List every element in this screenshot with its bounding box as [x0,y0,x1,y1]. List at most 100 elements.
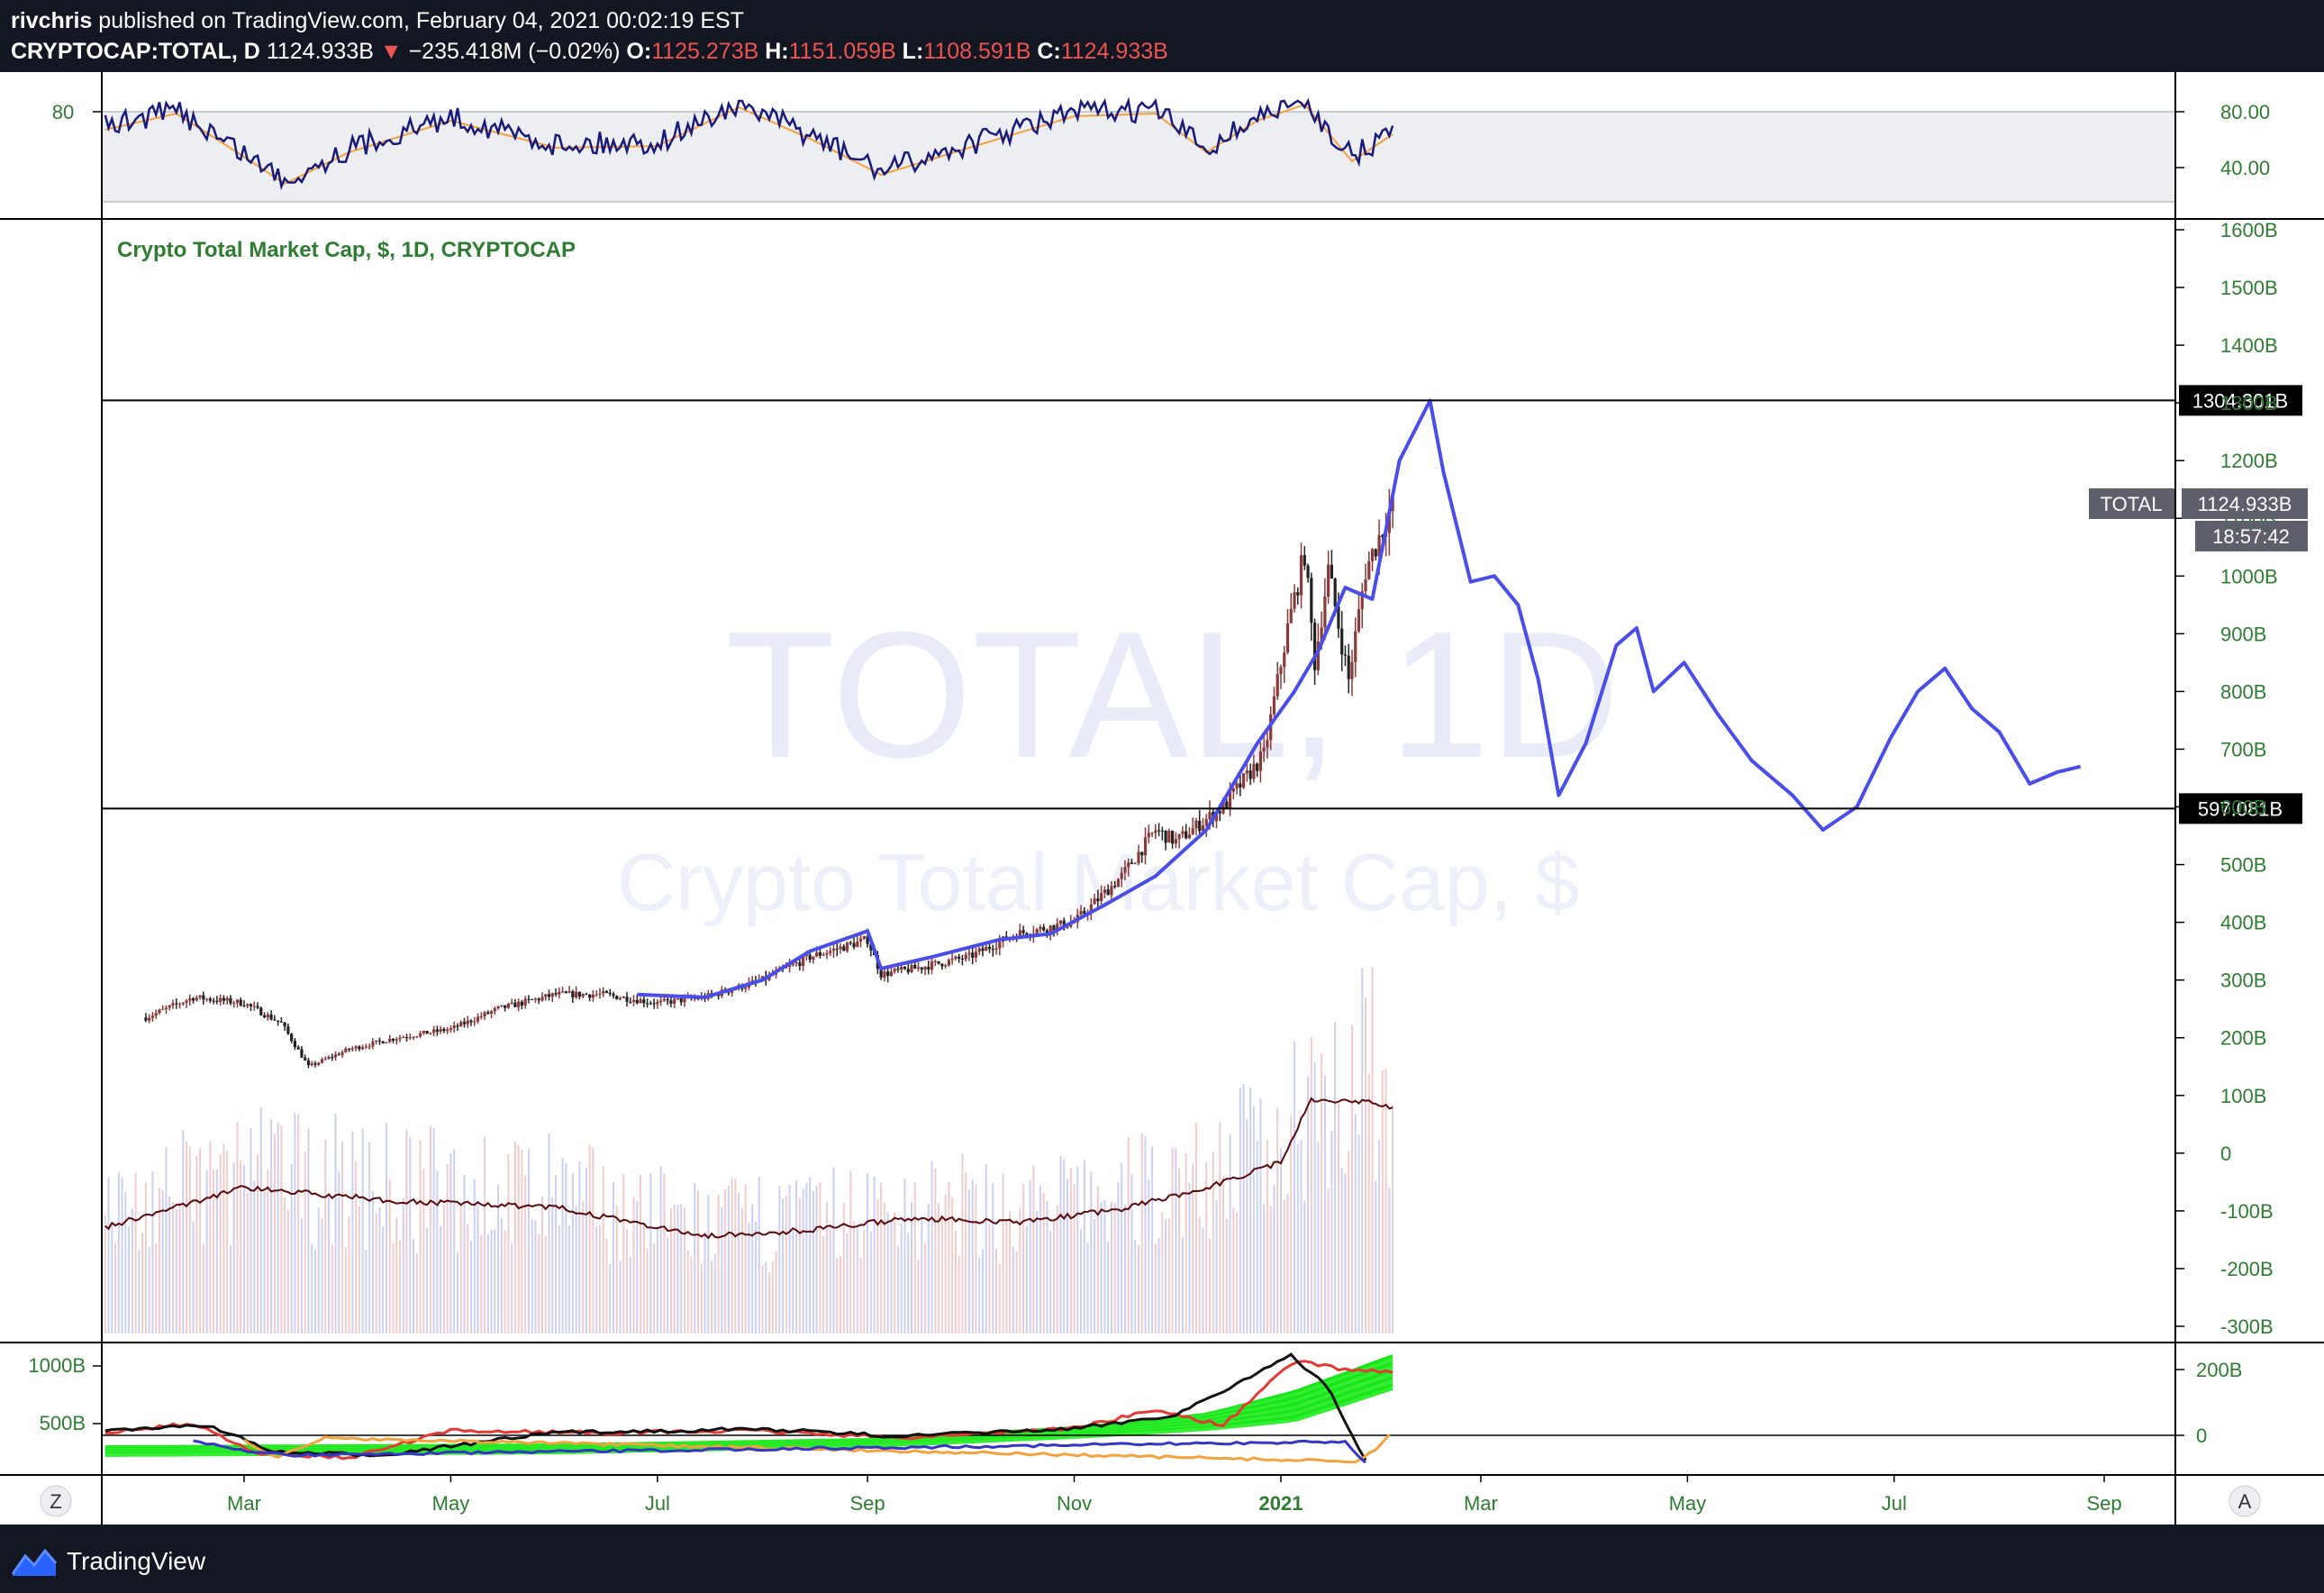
candle-body [591,994,595,998]
auto-scale-button[interactable] [2229,1485,2261,1517]
candle-body [1245,770,1248,774]
oscillator-black-line [104,1352,1367,1461]
candle-body [842,946,846,951]
candle-body [804,954,808,957]
volume-bar [497,1185,500,1334]
volume-bar [378,1206,381,1334]
author-name[interactable]: rivchris [11,8,93,33]
main-pane[interactable]: TOTAL, 1D Crypto Total Market Cap, $ Cry… [102,219,2308,1338]
volume-bar [1232,1207,1235,1334]
price-tick-label: 1600B [2220,219,2278,241]
volume-bar [432,1128,435,1334]
volume-bar [924,1243,927,1334]
chart-svg[interactable]: 80 80.00 40.00 TOTAL, 1D Crypto Total Mar… [0,72,2324,1525]
candle-body [588,994,592,998]
volume-bar [1384,1069,1387,1334]
volume-bar [615,1205,618,1334]
volume-bar [1194,1123,1197,1334]
candle-body [208,998,212,1001]
candle-body [1130,862,1134,864]
volume-bar [975,1185,977,1334]
volume-bar [575,1206,577,1334]
candle-body [310,1063,313,1066]
candle-body [350,1048,354,1050]
volume-bar [242,1164,245,1334]
oscillator-band-line [104,1365,1393,1452]
candle-body [622,997,625,998]
candle-body [1374,549,1377,557]
time-tick-label: May [1669,1492,1707,1515]
zoom-button[interactable] [40,1485,72,1517]
volume-bar [117,1171,120,1334]
price-tag-value-bg [2182,488,2308,519]
volume-bar [731,1177,733,1334]
candle-body [1093,898,1096,905]
candle-body [629,1001,632,1003]
candle-body [1337,605,1340,629]
candle-body [1377,535,1381,557]
volume-bar [765,1261,767,1334]
volume-bar [300,1217,303,1334]
volume-bar [998,1263,1001,1334]
volume-bar [1113,1203,1116,1334]
candle-body [432,1029,436,1033]
chart-frame[interactable]: 80 80.00 40.00 TOTAL, 1D Crypto Total Mar… [0,72,2324,1525]
price-tick-label: 200B [2220,1027,2266,1050]
candle-body [377,1040,382,1042]
volume-bar [426,1227,429,1334]
volume-bar [178,1201,181,1334]
tradingview-logo-icon[interactable] [11,1545,58,1578]
rsi-pane[interactable]: 80 80.00 40.00 [52,96,2270,203]
candle-body [425,1030,429,1034]
volume-bar [1178,1168,1181,1334]
volume-bar [1246,1119,1248,1334]
candle-body [1323,596,1327,628]
volume-bar [785,1195,787,1334]
candle-body [371,1041,375,1047]
change-arrow-icon: ▼ [379,39,403,64]
candle-body [1310,578,1313,624]
volume-bar [1090,1171,1093,1334]
candle-body [652,1003,656,1005]
candle-body [1174,839,1177,844]
candle-body [452,1025,456,1029]
volume-bar [1086,1243,1089,1334]
candle-body [604,991,609,993]
volume-bar [1192,1163,1194,1334]
tradingview-brand[interactable]: TradingView [67,1547,206,1575]
volume-bar [697,1190,700,1334]
volume-bar [311,1243,313,1334]
candle-body [1052,925,1056,931]
oscillator-pane[interactable]: 1000B 500B 200B 0 [28,1352,2242,1464]
candle-body [1279,667,1283,675]
candle-body [510,1002,513,1004]
time-axis[interactable]: Mar May Jul Sep Nov 2021 Mar May Jul Sep [227,1475,2122,1515]
volume-bar [673,1204,676,1334]
candle-body [933,960,937,962]
volume-bar [480,1235,483,1334]
candle-body [802,956,805,967]
candle-body [1177,833,1181,840]
volume-bar [440,1225,442,1334]
candle-body [577,991,581,997]
volume-bar [995,1248,998,1334]
candle-body [1025,933,1029,936]
series-legend[interactable]: Crypto Total Market Cap, $, 1D, CRYPTOCA… [117,238,576,262]
volume-bar [513,1141,516,1334]
candle-body [900,967,903,970]
volume-bar [484,1136,486,1334]
volume-bar [1121,1162,1123,1334]
candle-body [232,1003,236,1005]
volume-bar [704,1231,706,1334]
candle-body [1316,642,1320,670]
volume-bar [1042,1192,1045,1334]
volume-bar [663,1173,666,1334]
volume-bar [1307,1076,1310,1334]
candle-body [1066,926,1069,928]
volume-bar [202,1243,204,1334]
volume-bar [1144,1135,1147,1334]
candle-body [612,994,615,997]
volume-bar [1294,1041,1296,1334]
volume-bar [944,1194,947,1334]
candle-body [913,964,917,969]
